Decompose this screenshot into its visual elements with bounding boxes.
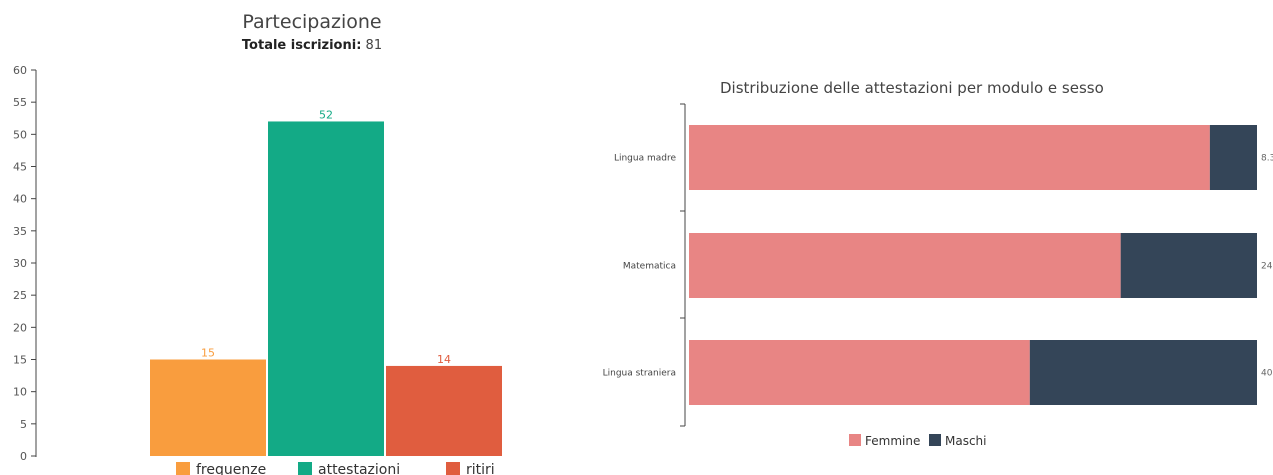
y-tick-label: 50 — [13, 128, 27, 141]
y-axis-ticks: 0 5 10 15 20 25 30 35 40 45 50 55 60 — [13, 64, 36, 463]
category-label: Lingua straniera — [603, 369, 676, 379]
y-tick-label: 55 — [13, 96, 27, 109]
participation-subtitle: Totale iscrizioni: 81 — [242, 38, 382, 53]
distribution-title: Distribuzione delle attestazioni per mod… — [720, 79, 1104, 97]
bar-attestazioni — [268, 121, 384, 456]
segment-femmine — [689, 125, 1210, 190]
segment-femmine — [689, 233, 1121, 298]
legend-label-frequenze: frequenze — [196, 462, 266, 475]
segment-maschi — [1120, 233, 1257, 298]
y-tick-label: 0 — [20, 450, 27, 463]
segment-maschi — [1209, 125, 1257, 190]
y-tick-label: 35 — [13, 225, 27, 238]
category-axis-ticks — [680, 103, 685, 427]
segment-femmine — [689, 340, 1030, 405]
segment-value-label: 8.3 — [1261, 154, 1273, 164]
category-label: Lingua madre — [614, 154, 677, 164]
legend-swatch-maschi — [929, 434, 941, 446]
legend-label-maschi: Maschi — [945, 434, 987, 448]
distribution-bars: Lingua madre91.78.3Matematica7624Lingua … — [603, 125, 1273, 405]
y-tick-label: 25 — [13, 289, 27, 302]
participation-legend: frequenze attestazioni ritiri — [176, 462, 495, 475]
y-tick-label: 20 — [13, 321, 27, 334]
y-tick-label: 15 — [13, 354, 27, 367]
bar-ritiri — [386, 365, 502, 456]
y-tick-label: 40 — [13, 193, 27, 206]
y-tick-label: 5 — [20, 418, 27, 431]
legend-swatch-frequenze — [176, 462, 190, 475]
bar-value-label: 15 — [201, 347, 215, 360]
segment-value-label: 24 — [1261, 262, 1273, 272]
legend-label-femmine: Femmine — [865, 434, 920, 448]
participation-title: Partecipazione — [242, 11, 381, 33]
bar-value-label: 52 — [319, 108, 333, 121]
bar-value-label: 14 — [437, 353, 451, 366]
y-tick-label: 10 — [13, 386, 27, 399]
legend-label-ritiri: ritiri — [466, 462, 495, 475]
segment-value-label: 40 — [1261, 369, 1273, 379]
bar-frequenze — [150, 359, 266, 456]
y-tick-label: 45 — [13, 161, 27, 174]
distribution-legend: Femmine Maschi — [849, 434, 987, 448]
legend-swatch-femmine — [849, 434, 861, 446]
participation-bars: 15 52 14 — [150, 108, 502, 456]
legend-label-attestazioni: attestazioni — [318, 462, 400, 475]
participation-chart: Partecipazione Totale iscrizioni: 81 0 5 1… — [13, 11, 502, 475]
legend-swatch-ritiri — [446, 462, 460, 475]
category-label: Matematica — [623, 262, 676, 272]
total-enrollments-value: 81 — [366, 38, 383, 53]
segment-maschi — [1029, 340, 1257, 405]
certification-distribution-chart: Distribuzione delle attestazioni per mod… — [603, 79, 1273, 448]
legend-swatch-attestazioni — [298, 462, 312, 475]
y-tick-label: 30 — [13, 257, 27, 270]
total-enrollments-label: Totale iscrizioni: — [242, 38, 362, 53]
y-tick-label: 60 — [13, 64, 27, 77]
